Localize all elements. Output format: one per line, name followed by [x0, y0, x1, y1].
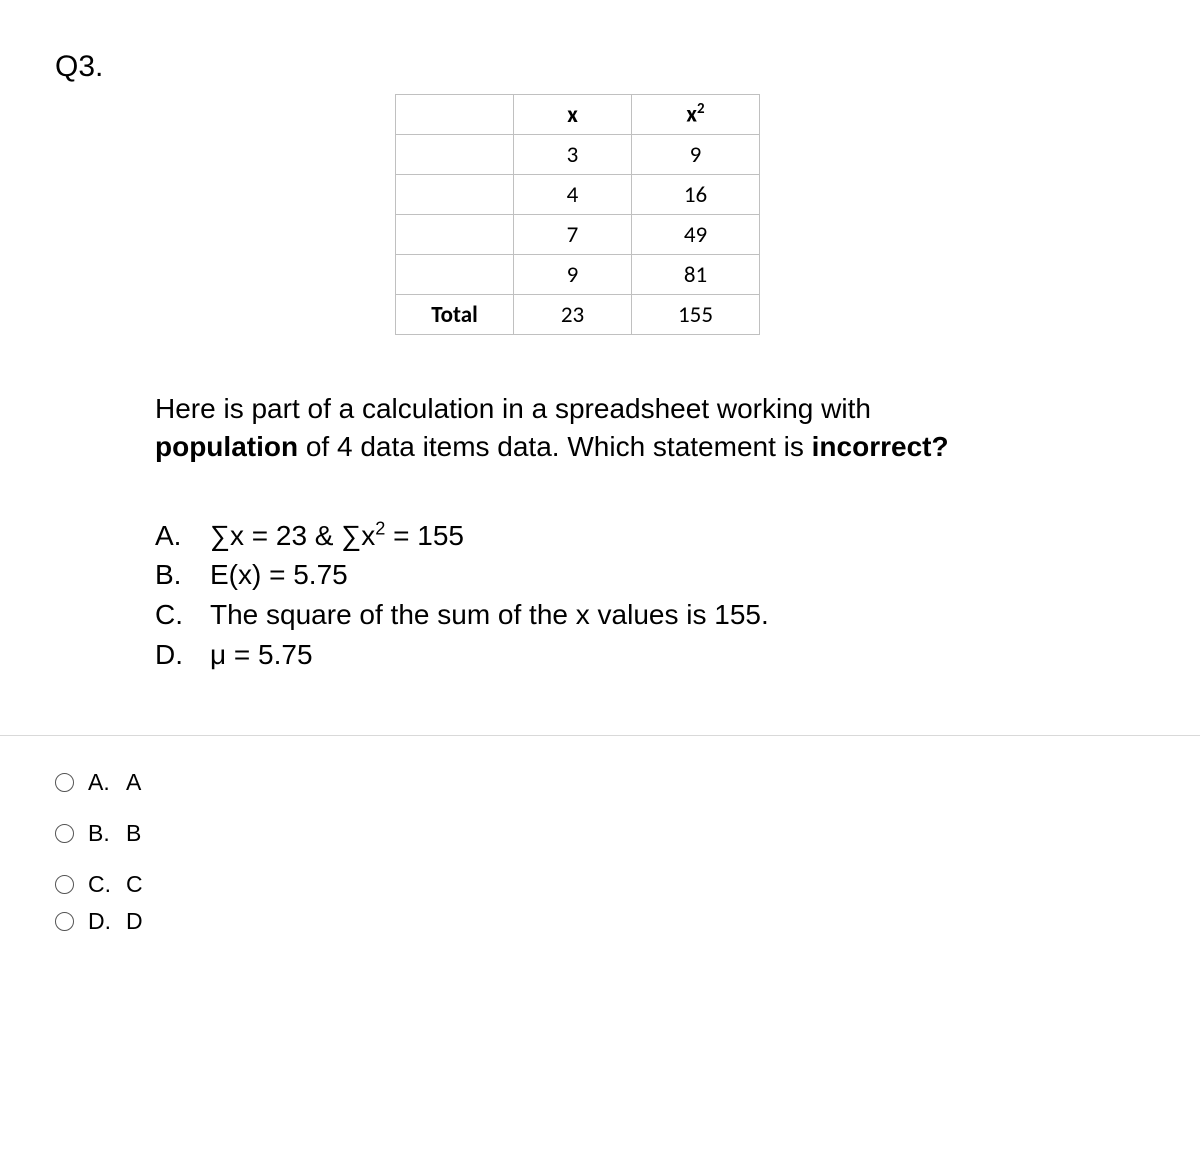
table-cell: 49 — [632, 215, 760, 255]
table-cell — [396, 215, 514, 255]
table-cell: 9 — [632, 135, 760, 175]
prompt-mid: of 4 data items data. Which statement is — [298, 431, 812, 462]
prompt-line1: Here is part of a calculation in a sprea… — [155, 393, 871, 424]
statement-text: E(x) = 5.75 — [210, 555, 1160, 595]
statement-a: A. ∑x = 23 & ∑x2 = 155 — [155, 516, 1160, 556]
statement-text: ∑x = 23 & ∑x2 = 155 — [210, 516, 1160, 556]
header-x-squared: x2 — [632, 95, 760, 135]
statement-text: μ = 5.75 — [210, 635, 1160, 675]
data-table: x x2 3 9 4 16 7 49 9 81 — [395, 94, 760, 335]
data-table-container: x x2 3 9 4 16 7 49 9 81 — [395, 94, 1160, 335]
radio-icon — [55, 875, 74, 894]
question-number: Q3. — [55, 50, 1160, 84]
statement-letter: D. — [155, 635, 210, 675]
table-row: 7 49 — [396, 215, 760, 255]
statement-letter: C. — [155, 595, 210, 635]
table-cell: 7 — [514, 215, 632, 255]
answer-value: C — [126, 873, 143, 896]
radio-icon — [55, 773, 74, 792]
statement-c: C. The square of the sum of the x values… — [155, 595, 1160, 635]
header-x: x — [514, 95, 632, 135]
table-cell: 3 — [514, 135, 632, 175]
total-label: Total — [396, 295, 514, 335]
answer-value: A — [126, 771, 141, 794]
answer-letter: D. — [88, 910, 126, 933]
answer-letter: A. — [88, 771, 126, 794]
table-cell: 81 — [632, 255, 760, 295]
statement-d: D. μ = 5.75 — [155, 635, 1160, 675]
total-x-squared: 155 — [632, 295, 760, 335]
answer-options: A. A B. B C. C D. D — [55, 771, 1160, 933]
statement-text: The square of the sum of the x values is… — [210, 595, 1160, 635]
answer-option-c[interactable]: C. C — [55, 873, 1160, 896]
statement-b: B. E(x) = 5.75 — [155, 555, 1160, 595]
answer-value: B — [126, 822, 141, 845]
radio-icon — [55, 912, 74, 931]
answer-value: D — [126, 910, 143, 933]
table-row: 4 16 — [396, 175, 760, 215]
section-divider — [0, 735, 1200, 736]
statement-letter: A. — [155, 516, 210, 556]
table-total-row: Total 23 155 — [396, 295, 760, 335]
answer-option-d[interactable]: D. D — [55, 910, 1160, 933]
table-row: 3 9 — [396, 135, 760, 175]
statement-list: A. ∑x = 23 & ∑x2 = 155 B. E(x) = 5.75 C.… — [155, 516, 1160, 675]
statement-letter: B. — [155, 555, 210, 595]
table-cell — [396, 175, 514, 215]
table-cell: 4 — [514, 175, 632, 215]
table-row: 9 81 — [396, 255, 760, 295]
table-header-row: x x2 — [396, 95, 760, 135]
answer-option-b[interactable]: B. B — [55, 822, 1160, 845]
header-blank — [396, 95, 514, 135]
table-cell — [396, 135, 514, 175]
total-x: 23 — [514, 295, 632, 335]
answer-letter: B. — [88, 822, 126, 845]
table-cell: 9 — [514, 255, 632, 295]
table-cell — [396, 255, 514, 295]
prompt-bold-population: population — [155, 431, 298, 462]
radio-icon — [55, 824, 74, 843]
answer-letter: C. — [88, 873, 126, 896]
prompt-bold-incorrect: incorrect? — [812, 431, 949, 462]
table-cell: 16 — [632, 175, 760, 215]
question-prompt: Here is part of a calculation in a sprea… — [155, 390, 1160, 466]
answer-option-a[interactable]: A. A — [55, 771, 1160, 794]
